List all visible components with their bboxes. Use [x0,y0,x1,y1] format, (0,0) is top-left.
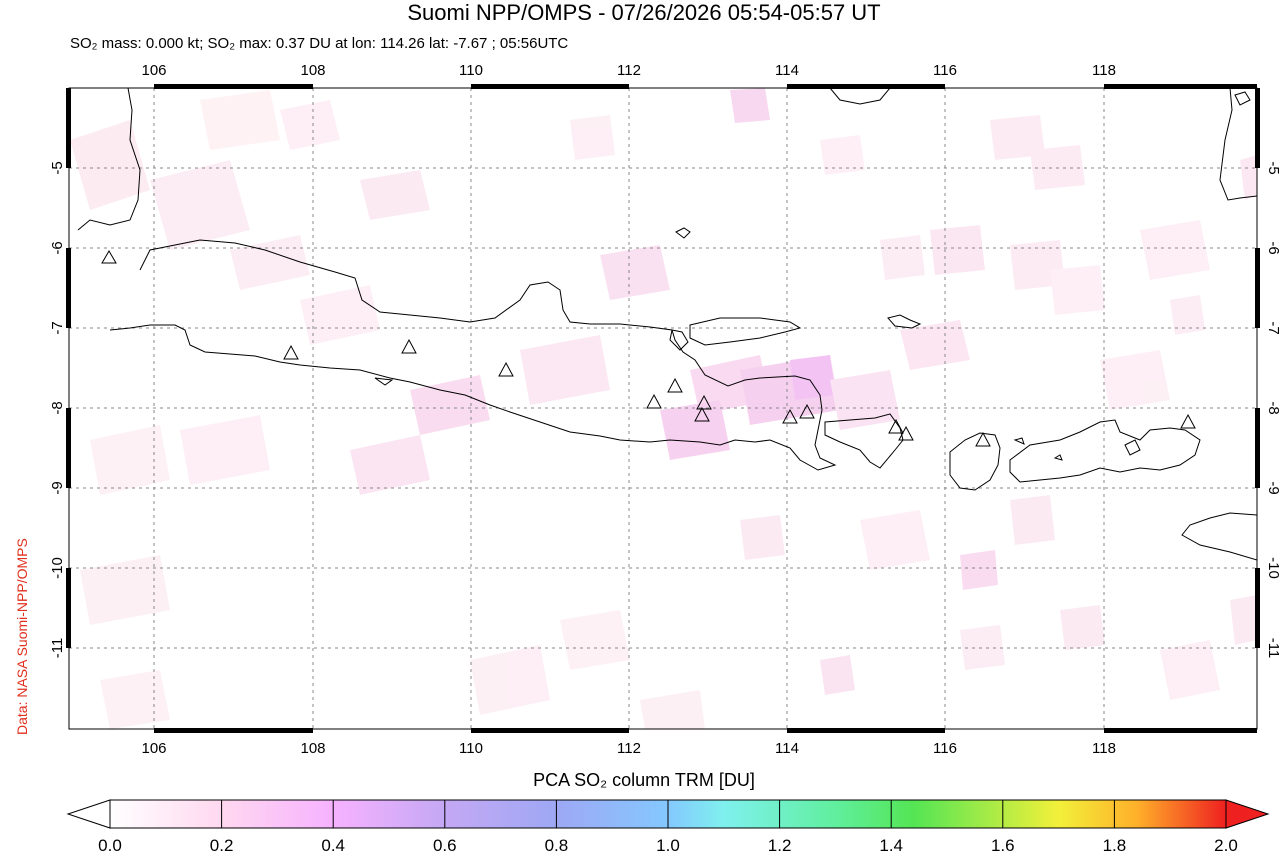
lat-tick-left: -8 [49,401,66,415]
colorbar-label: 1.6 [990,836,1015,855]
colorbar-label: 1.4 [879,836,904,855]
lat-tick-right: -10 [1265,557,1282,579]
lat-tick-left: -11 [49,637,66,659]
lon-tick-bottom: 106 [141,740,167,757]
lon-tick-bottom: 114 [775,740,799,757]
coastlines [77,88,1257,561]
so2-pixels [70,88,1257,729]
map-frame [66,84,1260,733]
colorbar-label: 0.0 [98,836,122,855]
lon-tick-top: 112 [617,62,641,79]
colorbar-label: 1.0 [656,836,680,855]
lat-tick-left: -6 [49,241,66,255]
lat-tick-right: -11 [1265,637,1282,659]
colorbar [66,799,1270,829]
lat-tick-left: -10 [49,557,66,579]
lat-tick-left: -5 [49,161,66,175]
lon-tick-top: 106 [141,62,167,79]
lon-tick-bottom: 112 [617,740,641,757]
lon-tick-bottom: 116 [933,740,957,757]
lon-tick-bottom: 110 [459,740,483,757]
lat-tick-left: -9 [49,481,66,495]
colorbar-label: 0.2 [209,836,234,855]
lon-tick-top: 110 [459,62,483,79]
volcano-markers [101,250,1196,447]
map-area [69,88,1257,729]
graticule [69,88,1257,729]
colorbar-label: 1.8 [1102,836,1127,855]
lon-tick-top: 108 [300,62,326,79]
lon-tick-top: 114 [775,62,799,79]
lat-tick-right: -8 [1265,401,1282,415]
colorbar-label: 2.0 [1214,836,1238,855]
lat-tick-right: -7 [1265,321,1282,335]
colorbar-label: 0.6 [432,836,457,855]
lat-tick-right: -6 [1265,241,1282,255]
colorbar-label: 0.8 [544,836,569,855]
colorbar-label: 1.2 [767,836,792,855]
colorbar-title: PCA SO₂ column TRM [DU] [533,770,755,790]
map-title: Suomi NPP/OMPS - 07/26/2026 05:54-05:57 … [407,0,881,25]
lon-tick-top: 118 [1092,62,1116,79]
lon-tick-top: 116 [933,62,957,79]
map-subtitle: SO₂ mass: 0.000 kt; SO₂ max: 0.37 DU at … [70,35,569,52]
colorbar-label: 0.4 [321,836,346,855]
lat-tick-left: -7 [49,321,66,335]
lat-tick-right: -5 [1265,161,1282,175]
lon-tick-bottom: 108 [300,740,326,757]
lon-tick-bottom: 118 [1092,740,1116,757]
lat-tick-right: -9 [1265,481,1282,495]
